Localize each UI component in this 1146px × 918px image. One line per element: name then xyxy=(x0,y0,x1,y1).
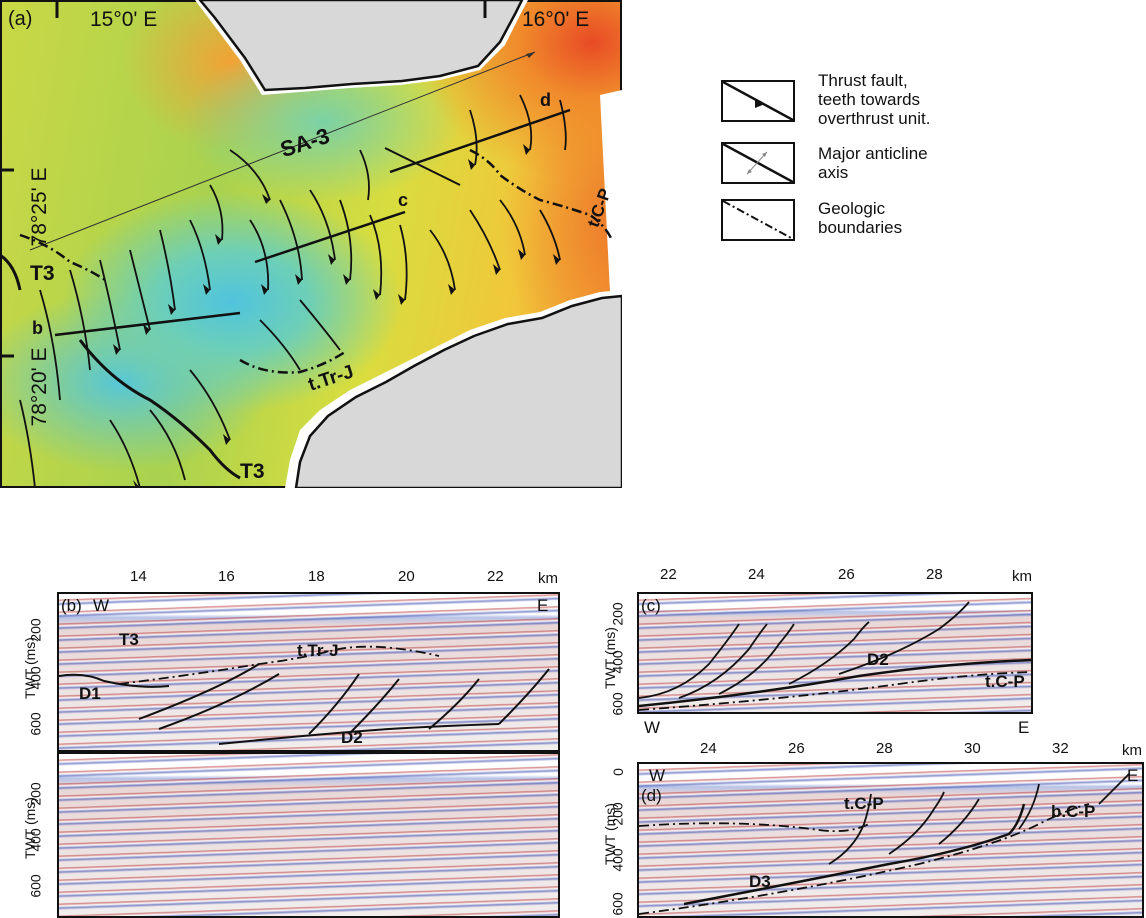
panel-c-label: (c) xyxy=(641,596,661,615)
panel-c-x-unit: km xyxy=(1012,568,1032,585)
legend-anticline-axis-icon xyxy=(721,142,795,184)
panel-d-x-tick-32: 32 xyxy=(1052,740,1069,757)
thrust-teeth xyxy=(113,144,560,488)
panel-b-x-tick-16: 16 xyxy=(218,568,235,585)
boundary-ttr-j xyxy=(239,350,346,374)
map-overlay xyxy=(0,0,622,488)
profile-line-d xyxy=(389,108,571,174)
panel-d-label: (d) xyxy=(641,786,662,805)
panel-c-annotation-tc-p: t.C-P xyxy=(985,672,1025,691)
boundary-t3 xyxy=(19,233,106,282)
legend-label-thrust-fault: Thrust fault, teeth towards overthrust u… xyxy=(818,71,931,128)
map-panel-label: (a) xyxy=(8,8,33,30)
panel-c-x-tick-22: 22 xyxy=(660,566,677,583)
panel-b-upper-section: (b) W E T3 t.Tr-J D1 D2 xyxy=(57,592,560,752)
anticline-axis xyxy=(384,147,461,186)
panel-d-x-tick-28: 28 xyxy=(876,740,893,757)
panel-b-annotation-t3: T3 xyxy=(119,630,139,649)
panel-b-east: E xyxy=(537,596,549,615)
profile-label-b: b xyxy=(32,318,43,338)
panel-b-annotation-d2: D2 xyxy=(341,728,363,747)
panel-d-annotation-d3: D3 xyxy=(749,872,771,891)
panel-b-lower-section xyxy=(57,752,560,918)
panel-b-y-tick-600: 600 xyxy=(27,712,44,736)
panel-c-x-tick-28: 28 xyxy=(926,566,943,583)
unit-label-t3-north: T3 xyxy=(30,262,55,285)
panel-d-y-tick-400: 400 xyxy=(609,848,626,872)
panel-b-x-unit: km xyxy=(538,570,558,587)
legend-thrust-fault-icon xyxy=(721,80,795,122)
panel-c-y-tick-200: 200 xyxy=(609,602,626,626)
panel-b-y-tick-200: 200 xyxy=(27,618,44,642)
panel-b-x-tick-18: 18 xyxy=(308,568,325,585)
panel-d-y-tick-600: 600 xyxy=(609,892,626,916)
panel-d-x-tick-26: 26 xyxy=(788,740,805,757)
panel-c-x-tick-26: 26 xyxy=(838,566,855,583)
thrust-fault-set xyxy=(19,94,567,488)
land-southeast-grey xyxy=(294,294,622,488)
panel-b-annotation-ttr-j: t.Tr-J xyxy=(297,641,339,660)
profile-label-d: d xyxy=(540,90,551,110)
panel-d-west: W xyxy=(649,766,666,785)
profile-label-c: c xyxy=(398,190,409,210)
panel-b-x-tick-14: 14 xyxy=(130,568,147,585)
legend-label-geologic-boundary: Geologic boundaries xyxy=(818,199,903,237)
panel-c-y-tick-600: 600 xyxy=(609,692,626,716)
map-lon-label-16: 16°0' E xyxy=(522,8,590,31)
panel-c-y-tick-400: 400 xyxy=(609,650,626,674)
land-north-grey xyxy=(198,0,524,92)
panel-c-section: (c) D2 t.C-P xyxy=(637,592,1033,714)
panel-d-x-tick-24: 24 xyxy=(700,740,717,757)
panel-d-y-tick-0: 0 xyxy=(609,768,626,776)
panel-d-annotation-tc-p: t.C-P xyxy=(844,794,884,813)
boundary-tc-p xyxy=(469,148,614,241)
panel-b-lower-y-tick-600: 600 xyxy=(27,874,44,898)
panel-b-lower-y-tick-200: 200 xyxy=(27,782,44,806)
panel-d-east: E xyxy=(1127,766,1139,785)
panel-b-west: W xyxy=(93,596,110,615)
profile-line-b xyxy=(54,311,241,337)
panel-d-section: W E (d) t.C-P b.C-P D3 xyxy=(637,762,1144,918)
panel-b-lower-y-tick-400: 400 xyxy=(27,828,44,852)
panel-c-west: W xyxy=(644,718,661,737)
panel-b-y-tick-400: 400 xyxy=(27,666,44,690)
panel-b-label: (b) xyxy=(61,596,82,615)
panel-c-east: E xyxy=(1018,718,1030,737)
panel-c-annotation-d2: D2 xyxy=(867,650,889,669)
panel-d-x-tick-30: 30 xyxy=(964,740,981,757)
bathymetry-map: (a) SA-3 b c d T3 T3 t.Tr-J t.C-P xyxy=(0,0,622,488)
seismic-line-sa3 xyxy=(29,51,536,251)
legend-label-anticline-axis: Major anticline axis xyxy=(818,144,928,182)
panel-c-x-tick-24: 24 xyxy=(748,566,765,583)
panel-d-annotation-bc-p: b.C-P xyxy=(1051,802,1096,821)
panel-d-y-tick-200: 200 xyxy=(609,802,626,826)
t3-contact-west xyxy=(0,253,22,291)
unit-label-t3-south: T3 xyxy=(240,460,265,483)
panel-d-x-unit: km xyxy=(1122,742,1142,759)
t3-contact-south xyxy=(78,339,241,480)
map-lon-label-15: 15°0' E xyxy=(90,8,158,31)
panel-b-annotation-d1: D1 xyxy=(79,684,101,703)
legend-geologic-boundary-icon xyxy=(721,199,795,241)
panel-b-x-tick-22: 22 xyxy=(487,568,504,585)
land-east-strip xyxy=(600,90,622,292)
panel-b-x-tick-20: 20 xyxy=(398,568,415,585)
